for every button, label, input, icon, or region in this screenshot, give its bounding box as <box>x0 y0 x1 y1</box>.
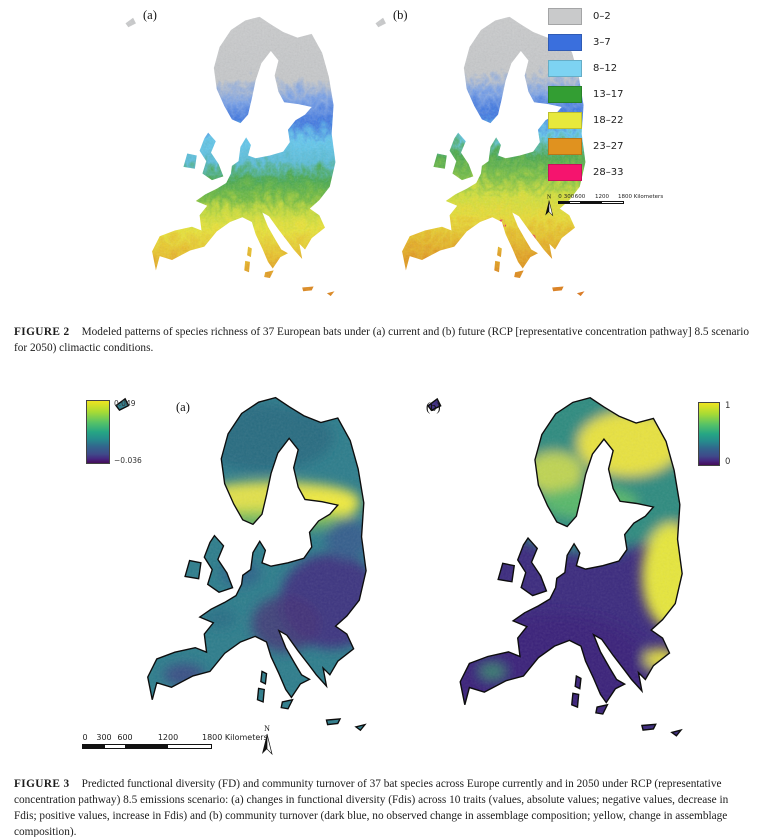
scalebar-tick: 0 <box>558 194 562 200</box>
legend-item: 8–12 <box>548 60 623 77</box>
legend-label: 18–22 <box>593 115 624 126</box>
turnover-colorbar-min: 0 <box>725 457 731 467</box>
fdis-colorbar-min: −0.036 <box>114 456 142 465</box>
map-species-richness-current <box>125 16 336 297</box>
scalebar-bar <box>82 744 212 749</box>
turnover-colorbar <box>698 402 720 466</box>
legend-swatch <box>548 164 582 181</box>
legend-label: 8–12 <box>593 63 618 74</box>
scalebar-tick: 1200 <box>157 733 179 742</box>
legend-swatch <box>548 86 582 103</box>
map-functional-diversity-change <box>78 392 403 754</box>
legend-item: 13–17 <box>548 86 623 103</box>
fig3-scalebar: 0 300 600 1200 1800 Kilometers <box>82 733 322 753</box>
scalebar-tick: 0 <box>82 733 88 742</box>
legend-swatch <box>548 34 582 51</box>
fdis-colorbar <box>86 400 110 464</box>
north-arrow-icon: N <box>545 194 554 217</box>
fig3-panel-a-label: (a) <box>176 400 190 414</box>
north-label: N <box>264 724 270 733</box>
fig2-scalebar: 0 300 600 1200 1800 Kilometers <box>558 194 668 208</box>
figure2-heading: FIGURE 2 <box>14 326 70 338</box>
legend-item: 18–22 <box>548 112 623 129</box>
legend-label: 13–17 <box>593 89 624 100</box>
legend-label: 28–33 <box>593 167 624 178</box>
figure3-heading: FIGURE 3 <box>14 778 70 790</box>
fdis-raster <box>116 397 367 731</box>
legend-swatch <box>548 8 582 25</box>
legend-label: 23–27 <box>593 141 624 152</box>
figure3-caption: FIGURE 3 Predicted functional diversity (… <box>14 776 751 837</box>
scalebar-tick: 600 <box>117 733 133 742</box>
scalebar-tick: 300 <box>96 733 112 742</box>
turnover-colorbar-max: 1 <box>725 401 731 411</box>
north-label: N <box>547 194 552 200</box>
scalebar-tick: 600 <box>574 194 586 200</box>
scalebar-tick: 1800 Kilometers <box>618 194 664 200</box>
fdis-colorbar-max: 0.049 <box>114 399 136 408</box>
map-community-turnover <box>402 392 707 760</box>
scalebar-bar <box>558 201 624 204</box>
turnover-raster <box>428 397 683 736</box>
legend-swatch <box>548 112 582 129</box>
fig2-panel-a-label: (a) <box>143 8 157 22</box>
figure2-caption: FIGURE 2 Modeled patterns of species rich… <box>14 324 751 356</box>
legend-item: 0–2 <box>548 8 623 25</box>
fig3-panel-b-label: (b) <box>426 400 441 414</box>
scalebar-tick: 1800 Kilometers <box>202 733 268 742</box>
scalebar-tick: 300 <box>563 194 575 200</box>
figure2-caption-text: Modeled patterns of species richness of … <box>14 326 750 355</box>
legend-swatch <box>548 60 582 77</box>
scalebar-tick: 1200 <box>595 194 609 200</box>
figure3-caption-text: Predicted functional diversity (FD) and … <box>14 778 729 837</box>
legend-item: 28–33 <box>548 164 623 181</box>
richness-legend: 0–2 3–7 8–12 13–17 18–22 23–27 28–33 <box>548 8 623 190</box>
legend-item: 23–27 <box>548 138 623 155</box>
legend-swatch <box>548 138 582 155</box>
legend-label: 0–2 <box>593 11 611 22</box>
north-arrow-icon: N <box>262 724 273 756</box>
legend-item: 3–7 <box>548 34 623 51</box>
legend-label: 3–7 <box>593 37 611 48</box>
richness-raster-current <box>125 16 336 297</box>
fig2-panel-b-label: (b) <box>393 8 408 22</box>
